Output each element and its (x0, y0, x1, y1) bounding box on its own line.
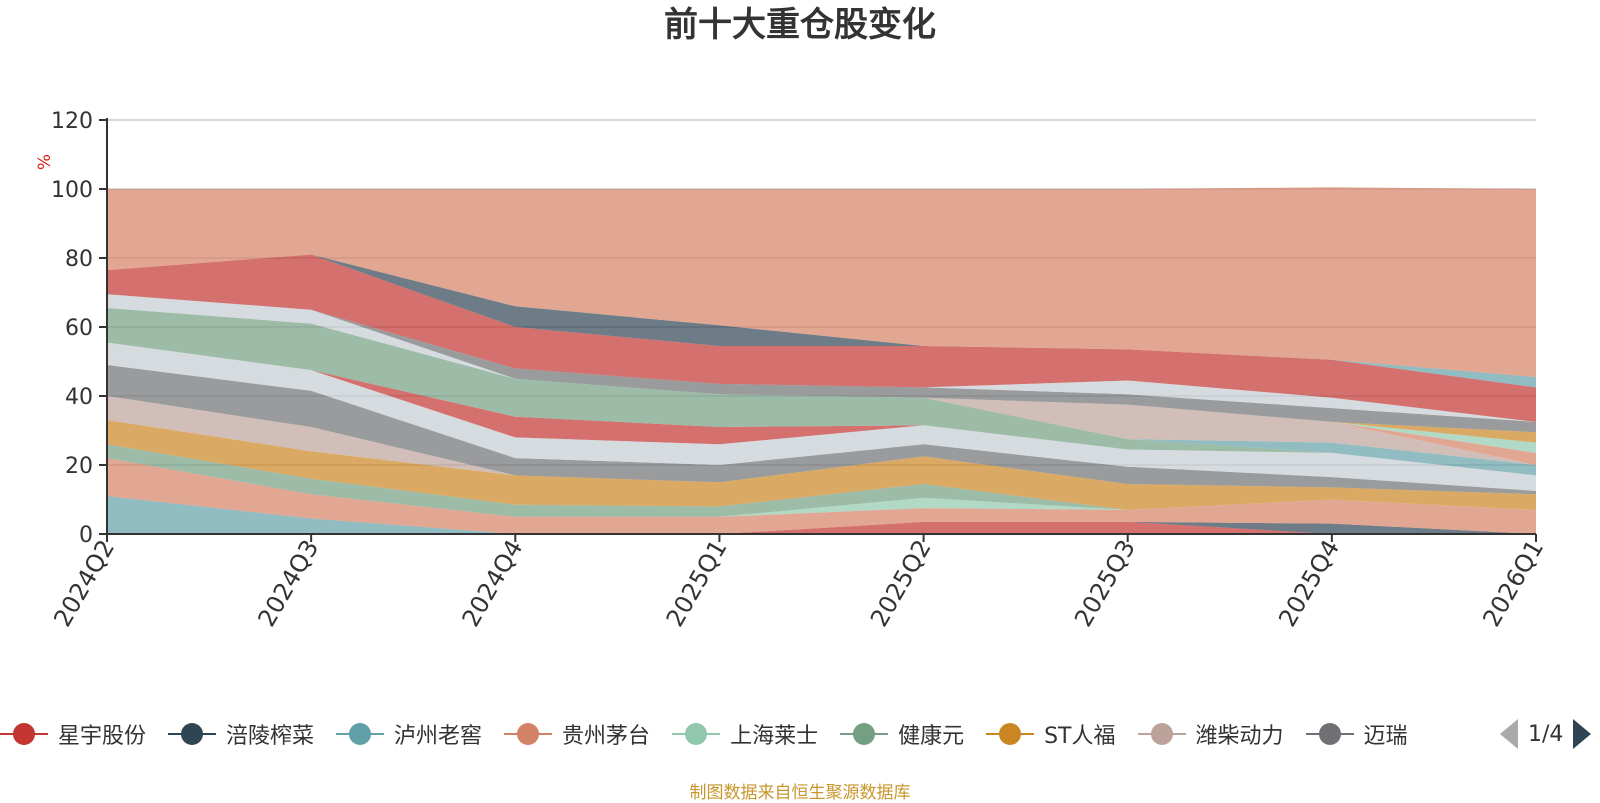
legend-page-indicator: 1/4 (1528, 721, 1564, 747)
legend-label: 星宇股份 (58, 724, 147, 749)
legend-item-7[interactable]: ST人福 (986, 718, 1116, 750)
legend-marker-icon (336, 722, 385, 746)
legend-label: 健康元 (898, 724, 965, 749)
legend-label: 涪陵榨菜 (226, 724, 315, 749)
legend-label: 泸州老窖 (394, 724, 483, 749)
area-layer (107, 187, 1536, 534)
area-series-2[interactable] (107, 521, 1536, 534)
y-tick-label: 80 (65, 247, 93, 272)
legend-marker-icon (504, 722, 553, 746)
legend-label: ST人福 (1044, 724, 1116, 749)
legend-marker-icon (840, 722, 889, 746)
x-tick-label: 2025Q3 (1069, 535, 1141, 631)
chart-title: 前十大重仓股变化 (664, 5, 936, 45)
legend-item-8[interactable]: 潍柴动力 (1137, 718, 1284, 750)
legend-next-page-button[interactable] (1573, 719, 1592, 749)
legend-marker-icon (672, 722, 721, 746)
legend-marker-icon (0, 722, 48, 746)
x-tick-label: 2024Q4 (457, 535, 529, 631)
legend-marker-icon (1305, 722, 1354, 746)
legend-label: 迈瑞 (1363, 724, 1408, 749)
area-series-7[interactable] (107, 420, 1536, 510)
area-series-12[interactable] (107, 308, 1536, 476)
y-tick-label: 0 (79, 523, 93, 548)
data-source-note: 制图数据来自恒生聚源数据库 (689, 783, 911, 803)
legend-item-3[interactable]: 泸州老窖 (336, 718, 482, 750)
x-tick-label: 2024Q3 (252, 535, 324, 631)
legend-item-1[interactable]: 星宇股份 (0, 718, 146, 750)
area-series-13[interactable] (107, 308, 1536, 476)
chart-plot: 0 20 40 60 80 100 120% 2024Q2 2024Q3 2024Q4 2025Q1… (35, 109, 1549, 631)
area-series-24[interactable] (107, 187, 1536, 377)
legend-item-2[interactable]: 涪陵榨菜 (168, 718, 314, 750)
area-series-14[interactable] (107, 308, 1536, 465)
legend: 星宇股份 涪陵榨菜 泸州老窖 贵州茅台 上海莱士 健康元 ST人福 潍柴动力 迈瑞 (0, 712, 1600, 756)
legend-label: 上海莱士 (730, 724, 819, 749)
area-series-20[interactable] (107, 294, 1536, 422)
y-tick-label: 60 (65, 316, 93, 341)
legend-item-4[interactable]: 贵州茅台 (504, 718, 650, 750)
area-series-10[interactable] (107, 342, 1536, 491)
x-tick-label: 2025Q1 (661, 535, 733, 631)
legend-pager: 1/4 (1500, 716, 1592, 752)
area-series-4[interactable] (107, 458, 1536, 534)
x-tick-label: 2024Q2 (48, 535, 120, 631)
legend-prev-page-button[interactable] (1500, 719, 1518, 749)
area-series-3[interactable] (107, 496, 1536, 534)
y-tick-label: 120 (51, 109, 93, 134)
area-series-9[interactable] (107, 365, 1536, 495)
legend-label: 贵州茅台 (562, 724, 651, 749)
area-series-6[interactable] (107, 444, 1536, 517)
area-series-21[interactable] (107, 254, 1536, 422)
x-tick-label: 2025Q4 (1273, 535, 1345, 631)
y-tick-label: 40 (65, 385, 93, 410)
area-series-18[interactable] (107, 294, 1536, 433)
area-series-19[interactable] (107, 294, 1536, 433)
legend-item-5[interactable]: 上海莱士 (672, 718, 818, 750)
legend-label: 潍柴动力 (1195, 724, 1284, 749)
legend-item-6[interactable]: 健康元 (840, 718, 964, 750)
x-tick-label: 2026Q1 (1477, 535, 1549, 631)
y-tick-label: 100 (51, 178, 93, 203)
legend-marker-icon (1137, 722, 1186, 746)
y-axis-unit-label: % (35, 154, 55, 170)
y-tick-label: 20 (65, 454, 93, 479)
legend-marker-icon (986, 722, 1035, 746)
legend-marker-icon (168, 722, 217, 746)
legend-item-9[interactable]: 迈瑞 (1305, 718, 1408, 750)
x-tick-label: 2025Q2 (865, 535, 937, 631)
